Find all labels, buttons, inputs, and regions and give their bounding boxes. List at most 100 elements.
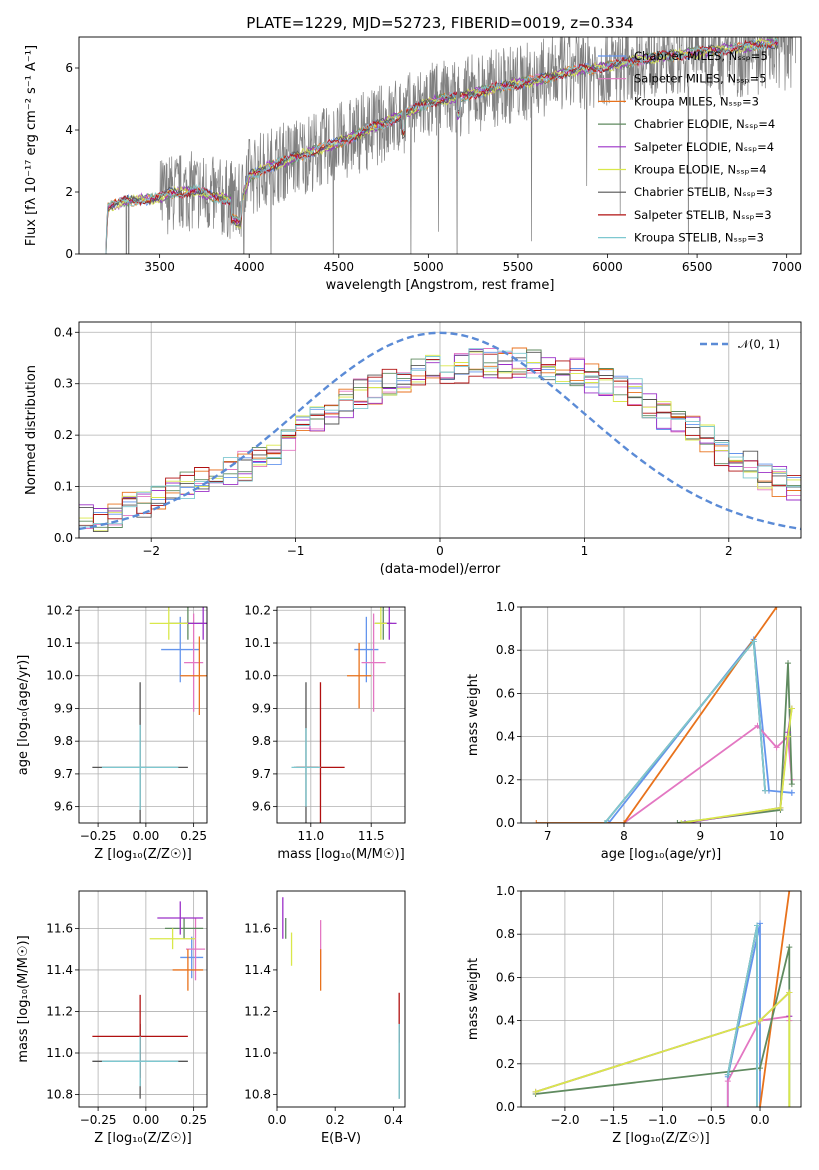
plot-area: [92, 607, 207, 823]
point-kroupa-elodie: [149, 607, 188, 640]
point-kroupa-miles: [347, 643, 372, 709]
point-chabrier-elodie: [164, 918, 204, 939]
x-tick-label: 0.00: [133, 829, 160, 843]
point-salpeter-miles: [185, 918, 206, 981]
y-tick-label: 9.7: [54, 767, 73, 781]
x-tick-label: 0.25: [180, 1113, 207, 1127]
x-tick-label: −0.5: [697, 1113, 726, 1127]
y-tick-label: 10.2: [244, 603, 271, 617]
x-tick-label: 5500: [503, 260, 534, 274]
panel-7: 0.0 0.2 0.4 10.8 11.0 11.2 11.4 11.6 E(B-V): [244, 890, 406, 1146]
legend-label: Kroupa STELIB, Nₛₛₚ=3: [634, 231, 764, 245]
x-tick-label: 0.4: [384, 1113, 403, 1127]
y-tick-label: 4: [65, 123, 73, 137]
y-tick-label: 0.2: [496, 773, 515, 787]
x-tick-label: 0.2: [326, 1113, 345, 1127]
x-tick-label: 1: [581, 544, 589, 558]
y-tick-label: 9.6: [54, 800, 73, 814]
point-kroupa-miles: [172, 949, 204, 991]
x-tick-label: 8: [620, 829, 628, 843]
point-salpeter-miles: [361, 613, 386, 712]
hist-steps-salpeter-stelib: [79, 353, 801, 526]
x-tick-label: 6000: [592, 260, 623, 274]
marker: [754, 922, 761, 929]
legend-label: Chabrier ELODIE, Nₛₛₚ=4: [634, 117, 775, 131]
marker: [674, 820, 681, 823]
marker: [754, 1104, 761, 1107]
point-salpeter-elodie: [157, 901, 204, 935]
x-tick-label: −1.0: [648, 1113, 677, 1127]
marker: [757, 1017, 764, 1024]
panel-8: −2.0 −1.5 −1.0 −0.5 0.0 0.0 0.2 0.4 0.6 0.8 1.0 Z […: [466, 884, 802, 1146]
y-tick-label: 10.8: [244, 1088, 271, 1102]
y-tick-label: 0.2: [54, 428, 73, 442]
x-tick-label: 4000: [234, 260, 265, 274]
x-tick-label: −2: [142, 544, 160, 558]
x-tick-label: 5000: [413, 260, 444, 274]
series-kroupa-elodie: [535, 990, 791, 1107]
y-tick-label: 0.4: [496, 730, 515, 744]
legend-label: Chabrier MILES, Nₛₛₚ=5: [634, 49, 768, 63]
marker: [601, 820, 608, 823]
x-tick-label: 11.5: [358, 829, 385, 843]
y-tick-label: 1.0: [496, 600, 515, 614]
marker: [777, 804, 784, 811]
panel-2: −2 −1 0 1 2 0.0 0.1 0.2 0.3 0.4 (data-model)/error…: [24, 321, 802, 577]
marker: [724, 1071, 731, 1078]
y-tick-label: 0: [65, 247, 73, 261]
x-axis-label: Z [log₁₀(Z/Z☉)]: [612, 1131, 709, 1146]
hist-steps-chabrier-stelib: [79, 350, 801, 533]
y-tick-label: 1.0: [496, 884, 515, 898]
marker: [786, 1104, 793, 1107]
panel-6: −0.25 0.00 0.25 10.8 11.0 11.2 11.4 11.6 Z [log₁…: [16, 890, 208, 1146]
x-tick-label: 3500: [144, 260, 175, 274]
x-axis-label: Z [log₁₀(Z/Z☉)]: [94, 1131, 191, 1146]
axes-frame: [78, 321, 802, 539]
marker: [678, 820, 685, 823]
y-axis-label: mass [log₁₀(M/M☉)]: [16, 935, 31, 1062]
grid: [79, 891, 207, 1107]
marker: [682, 820, 689, 823]
y-axis-label: mass weight: [466, 958, 481, 1040]
y-tick-label: 0.8: [496, 643, 515, 657]
point-salpeter-elodie: [184, 607, 207, 640]
marker: [785, 733, 792, 740]
point-kroupa-elodie: [149, 928, 196, 950]
y-axis-label: age [log₁₀(age/yr)]: [16, 655, 31, 776]
panel-3: −0.25 0.00 0.25 9.6 9.7 9.8 9.9 10.0 10.1 10.2 Z […: [16, 603, 208, 862]
y-tick-label: 0.0: [496, 816, 515, 830]
marker: [724, 1078, 731, 1085]
x-tick-label: 11.0: [297, 829, 324, 843]
x-tick-label: −0.25: [80, 1113, 117, 1127]
normal-curve: [79, 331, 801, 531]
marker: [786, 944, 793, 951]
y-tick-label: 9.7: [252, 767, 271, 781]
x-tick-label: 4500: [324, 260, 355, 274]
y-axis-label: Flux [fλ 10⁻¹⁷ erg cm⁻² s⁻¹ A⁻¹]: [24, 45, 39, 246]
x-tick-label: 0.0: [750, 1113, 769, 1127]
plot-area: [92, 901, 206, 1099]
marker: [786, 989, 793, 996]
x-tick-label: −1: [287, 544, 305, 558]
y-tick-label: 9.9: [54, 701, 73, 715]
plot-area: [282, 897, 400, 1099]
axes-frame: [78, 606, 208, 824]
x-axis-label: E(B-V): [321, 1131, 361, 1146]
point-salpeter-miles: [184, 613, 204, 712]
series-kroupa-miles: [759, 891, 791, 1107]
x-tick-label: 10: [769, 829, 784, 843]
y-tick-label: 9.8: [252, 734, 271, 748]
panel-4: 11.0 11.5 9.6 9.7 9.8 9.9 10.0 10.1 10.2 mass [lo…: [244, 603, 406, 862]
y-tick-label: 10.8: [46, 1088, 73, 1102]
marker: [757, 1065, 764, 1072]
point-chabrier-miles: [180, 936, 204, 979]
y-tick-label: 0.1: [54, 480, 73, 494]
x-axis-label: wavelength [Angstrom, rest frame]: [326, 278, 555, 293]
y-tick-label: 0.8: [496, 927, 515, 941]
y-axis-label: Normed distribution: [24, 365, 39, 495]
y-axis-label: mass weight: [466, 674, 481, 756]
y-tick-label: 10.2: [46, 603, 73, 617]
y-tick-label: 0.3: [54, 377, 73, 391]
legend-label: Salpeter STELIB, Nₛₛₚ=3: [634, 208, 772, 222]
